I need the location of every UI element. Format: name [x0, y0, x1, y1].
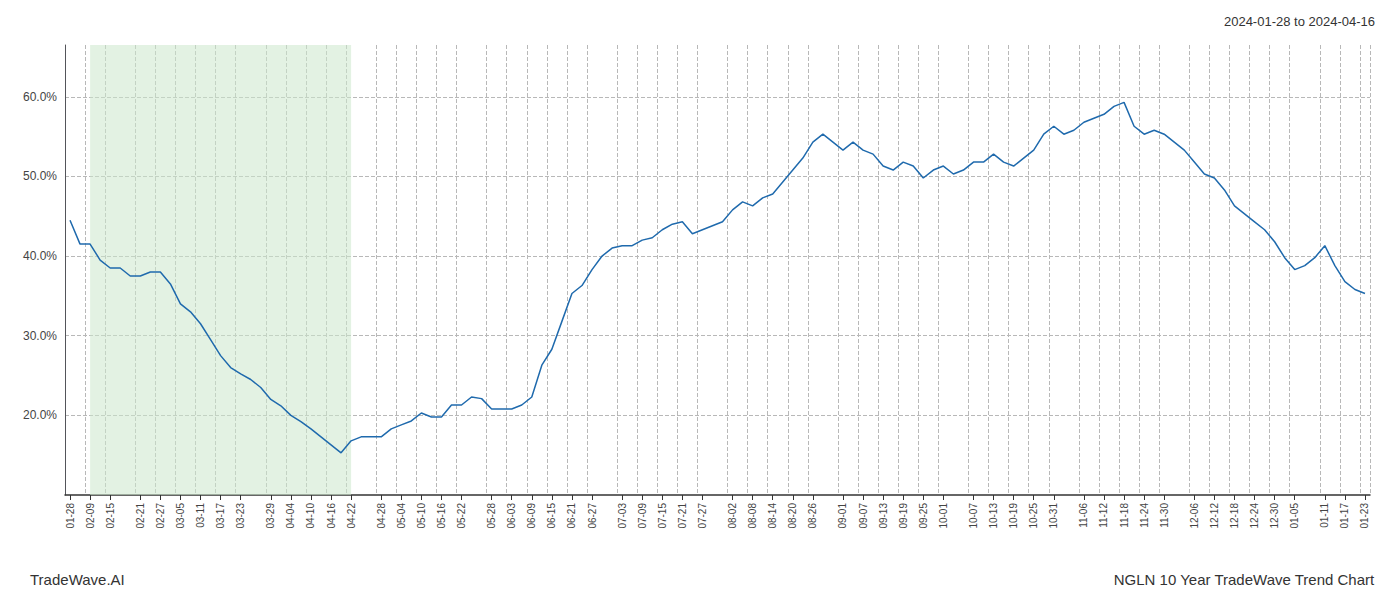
svg-text:06-27: 06-27 [587, 503, 598, 529]
svg-text:03-11: 03-11 [195, 503, 206, 528]
svg-text:06-21: 06-21 [566, 503, 577, 529]
svg-text:08-26: 08-26 [807, 503, 818, 529]
svg-text:06-15: 06-15 [546, 503, 557, 529]
svg-text:10-01: 10-01 [938, 503, 949, 529]
svg-text:TradeWave.AI: TradeWave.AI [30, 571, 125, 588]
svg-text:04-10: 04-10 [305, 503, 316, 529]
svg-text:NGLN 10 Year TradeWave Trend C: NGLN 10 Year TradeWave Trend Chart [1114, 571, 1375, 588]
svg-text:09-01: 09-01 [837, 503, 848, 529]
svg-text:02-21: 02-21 [135, 503, 146, 529]
svg-text:11-18: 11-18 [1119, 503, 1130, 528]
svg-text:03-29: 03-29 [265, 503, 276, 529]
svg-text:04-04: 04-04 [285, 503, 296, 529]
svg-text:02-09: 02-09 [85, 503, 96, 529]
svg-text:07-09: 07-09 [637, 503, 648, 529]
svg-text:10-25: 10-25 [1028, 503, 1039, 529]
svg-text:40.0%: 40.0% [23, 249, 57, 263]
svg-text:07-27: 07-27 [697, 503, 708, 529]
svg-text:10-31: 10-31 [1048, 503, 1059, 529]
svg-text:12-18: 12-18 [1229, 503, 1240, 529]
svg-text:11-24: 11-24 [1139, 503, 1150, 528]
svg-text:09-25: 09-25 [918, 503, 929, 529]
svg-text:10-07: 10-07 [968, 503, 979, 529]
svg-text:12-06: 12-06 [1189, 503, 1200, 529]
svg-text:07-15: 07-15 [657, 503, 668, 529]
svg-text:60.0%: 60.0% [23, 90, 57, 104]
svg-text:03-05: 03-05 [175, 503, 186, 529]
svg-text:11-30: 11-30 [1159, 503, 1170, 528]
svg-text:50.0%: 50.0% [23, 169, 57, 183]
svg-text:12-30: 12-30 [1269, 503, 1280, 529]
svg-text:2024-01-28 to 2024-04-16: 2024-01-28 to 2024-04-16 [1224, 14, 1375, 29]
svg-text:08-20: 08-20 [787, 503, 798, 529]
svg-text:09-07: 09-07 [858, 503, 869, 529]
svg-text:05-10: 05-10 [416, 503, 427, 529]
svg-text:01-28: 01-28 [65, 503, 76, 529]
svg-text:04-28: 04-28 [376, 503, 387, 529]
svg-text:20.0%: 20.0% [23, 408, 57, 422]
svg-text:09-13: 09-13 [878, 503, 889, 529]
svg-text:09-19: 09-19 [898, 503, 909, 529]
svg-text:03-23: 03-23 [235, 503, 246, 529]
svg-text:12-12: 12-12 [1209, 503, 1220, 529]
svg-text:02-15: 02-15 [105, 503, 116, 529]
svg-text:10-13: 10-13 [988, 503, 999, 529]
svg-text:06-03: 06-03 [506, 503, 517, 529]
svg-text:04-22: 04-22 [346, 503, 357, 529]
svg-text:04-16: 04-16 [326, 503, 337, 529]
svg-text:30.0%: 30.0% [23, 329, 57, 343]
svg-text:08-02: 08-02 [727, 503, 738, 529]
svg-text:05-16: 05-16 [436, 503, 447, 529]
svg-text:05-28: 05-28 [486, 503, 497, 529]
svg-text:01-05: 01-05 [1289, 503, 1300, 529]
svg-text:03-17: 03-17 [215, 503, 226, 529]
svg-text:01-11: 01-11 [1319, 503, 1330, 528]
svg-text:08-08: 08-08 [747, 503, 758, 529]
svg-text:05-04: 05-04 [396, 503, 407, 529]
svg-text:11-12: 11-12 [1098, 503, 1109, 528]
svg-text:07-21: 07-21 [677, 503, 688, 529]
svg-text:10-19: 10-19 [1008, 503, 1019, 529]
svg-text:11-06: 11-06 [1078, 503, 1089, 528]
svg-text:06-09: 06-09 [526, 503, 537, 529]
svg-text:01-17: 01-17 [1339, 503, 1350, 529]
svg-text:07-03: 07-03 [617, 503, 628, 529]
svg-text:01-23: 01-23 [1359, 503, 1370, 529]
svg-text:08-14: 08-14 [767, 503, 778, 529]
svg-text:02-27: 02-27 [155, 503, 166, 529]
svg-text:12-24: 12-24 [1249, 503, 1260, 529]
svg-text:05-22: 05-22 [456, 503, 467, 529]
